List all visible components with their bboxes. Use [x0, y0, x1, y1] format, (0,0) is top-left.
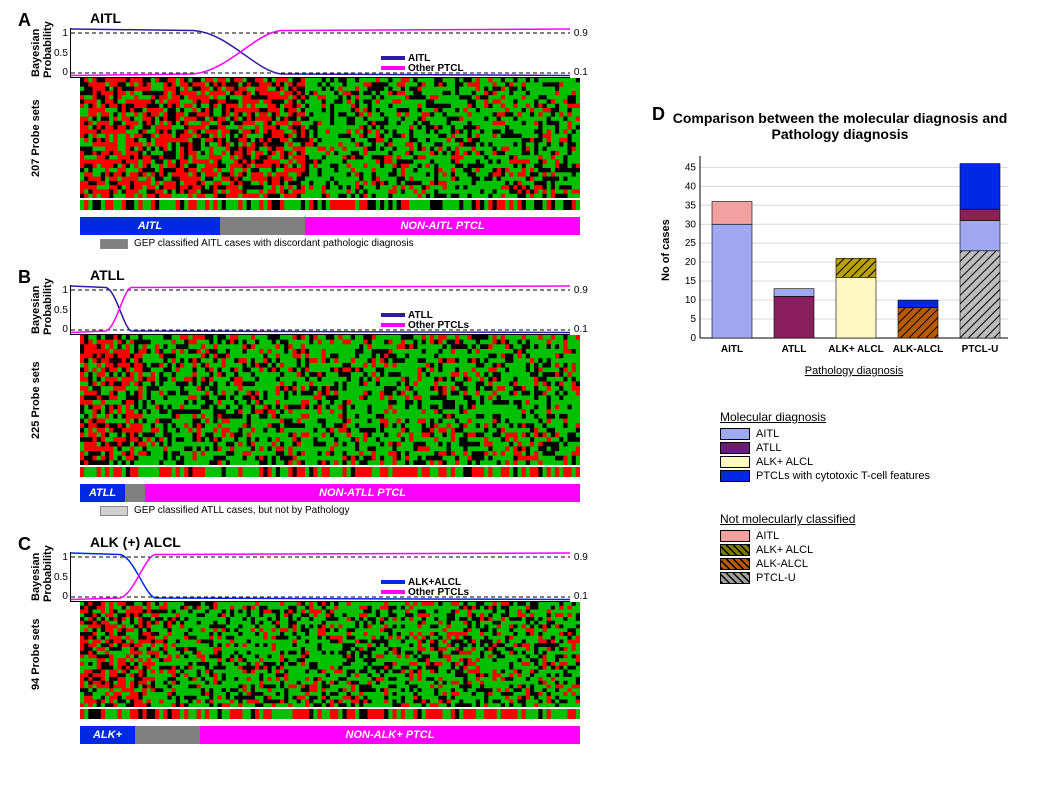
panel-a-prob-ylabel: Bayesian Probability	[30, 28, 54, 78]
panel-b-prob-ylabel: Bayesian Probability	[30, 285, 54, 335]
panel-c-heat-row: 94 Probe sets	[30, 602, 640, 707]
panel-a-footnote-swatch	[100, 239, 128, 249]
panel-c-strip	[80, 709, 580, 719]
panel-a-prob-svg: AITLOther PTCL	[70, 28, 570, 78]
panel-b-classbar: ATLL NON-ATLL PTCL	[80, 484, 640, 502]
panel-b-heatmap	[80, 335, 580, 465]
panel-a-classbar: AITL NON-AITL PTCL	[80, 217, 640, 235]
legend-item: ALK+ ALCL	[720, 456, 1020, 468]
panel-c-heatmap	[80, 602, 580, 707]
panel-a-prob-row: Bayesian Probability 1 0.5 0 AITLOther P…	[30, 28, 640, 78]
panel-b: B ATLL Bayesian Probability 1 0.5 0 ATLL…	[30, 267, 640, 516]
legend-item: AITL	[720, 530, 1020, 542]
panel-d: D Comparison between the molecular diagn…	[660, 110, 1020, 584]
panel-a: A AITL Bayesian Probability 1 0.5 0 AITL…	[30, 10, 640, 249]
left-column: A AITL Bayesian Probability 1 0.5 0 AITL…	[30, 10, 640, 762]
panel-b-title: ATLL	[90, 267, 640, 283]
panel-b-prob-row: Bayesian Probability 1 0.5 0 ATLLOther P…	[30, 285, 640, 335]
panel-c: C ALK (+) ALCL Bayesian Probability 1 0.…	[30, 534, 640, 744]
svg-text:Other PTCLs: Other PTCLs	[408, 320, 470, 331]
panel-d-barchart: 051015202530354045AITLATLLALK+ ALCLALK-A…	[672, 150, 1012, 380]
svg-text:Other PTCL: Other PTCL	[408, 63, 464, 74]
panel-c-prob-svg: ALK+ALCLOther PTCLs	[70, 552, 570, 602]
panel-d-letter: D	[652, 104, 665, 125]
legend-molecular: Molecular diagnosis AITL ATLL ALK+ ALCL PTC…	[720, 410, 1020, 482]
panel-c-prob-ylabel: Bayesian Probability	[30, 552, 54, 602]
class-segment: NON-ALK+ PTCL	[200, 726, 580, 744]
panel-b-heat-row: 225 Probe sets	[30, 335, 640, 465]
class-segment	[220, 217, 305, 235]
legend-item: ALK+ ALCL	[720, 544, 1020, 556]
legend-molecular-title: Molecular diagnosis	[720, 410, 1020, 424]
panel-a-strip	[80, 200, 580, 210]
panel-a-title: AITL	[90, 10, 640, 26]
legend-item: PTCL-U	[720, 572, 1020, 584]
panel-a-yticks: 1 0.5 0	[54, 28, 68, 78]
panel-d-title: Comparison between the molecular diagnos…	[660, 110, 1020, 142]
panel-c-yticks: 1 0.5 0	[54, 552, 68, 602]
panel-c-title: ALK (+) ALCL	[90, 534, 640, 550]
panel-b-yticks: 1 0.5 0	[54, 285, 68, 335]
class-segment	[125, 484, 145, 502]
panel-c-probe-label: 94 Probe sets	[30, 602, 60, 707]
panel-a-heatmap	[80, 78, 580, 198]
class-segment	[135, 726, 200, 744]
class-segment: ALK+	[80, 726, 135, 744]
legend-notclass: Not molecularly classified AITL ALK+ ALCL…	[720, 512, 1020, 584]
panel-c-prob-row: Bayesian Probability 1 0.5 0 ALK+ALCLOth…	[30, 552, 640, 602]
panel-a-footnote-text: GEP classified AITL cases with discordan…	[134, 238, 414, 249]
panel-b-footnote-text: GEP classified ATLL cases, but not by Pa…	[134, 505, 350, 516]
panel-a-right-ticks: 0.9 0.1	[574, 28, 588, 78]
right-column: D Comparison between the molecular diagn…	[640, 10, 1020, 762]
class-segment: NON-ATLL PTCL	[145, 484, 580, 502]
class-segment: NON-AITL PTCL	[305, 217, 580, 235]
panel-b-footnote: GEP classified ATLL cases, but not by Pa…	[100, 505, 640, 516]
panel-b-right-ticks: 0.9 0.1	[574, 285, 588, 335]
legend-notclass-title: Not molecularly classified	[720, 512, 1020, 526]
panel-d-chart-wrap: No of cases 051015202530354045AITLATLLAL…	[660, 150, 1020, 380]
panel-a-heat-row: 207 Probe sets	[30, 78, 640, 198]
class-segment: AITL	[80, 217, 220, 235]
panel-b-prob-svg: ATLLOther PTCLs	[70, 285, 570, 335]
legend-item: AITL	[720, 428, 1020, 440]
panel-b-strip	[80, 467, 580, 477]
legend-item: ALK-ALCL	[720, 558, 1020, 570]
panel-a-footnote: GEP classified AITL cases with discordan…	[100, 238, 640, 249]
class-segment: ATLL	[80, 484, 125, 502]
legend-item: PTCLs with cytotoxic T-cell features	[720, 470, 1020, 482]
panel-d-ylabel: No of cases	[660, 150, 672, 350]
legend-item: ATLL	[720, 442, 1020, 454]
panel-c-right-ticks: 0.9 0.1	[574, 552, 588, 602]
panel-b-footnote-swatch	[100, 506, 128, 516]
panel-c-classbar: ALK+ NON-ALK+ PTCL	[80, 726, 640, 744]
panel-b-probe-label: 225 Probe sets	[30, 335, 60, 465]
figure-root: A AITL Bayesian Probability 1 0.5 0 AITL…	[30, 10, 1020, 762]
panel-a-probe-label: 207 Probe sets	[30, 78, 60, 198]
